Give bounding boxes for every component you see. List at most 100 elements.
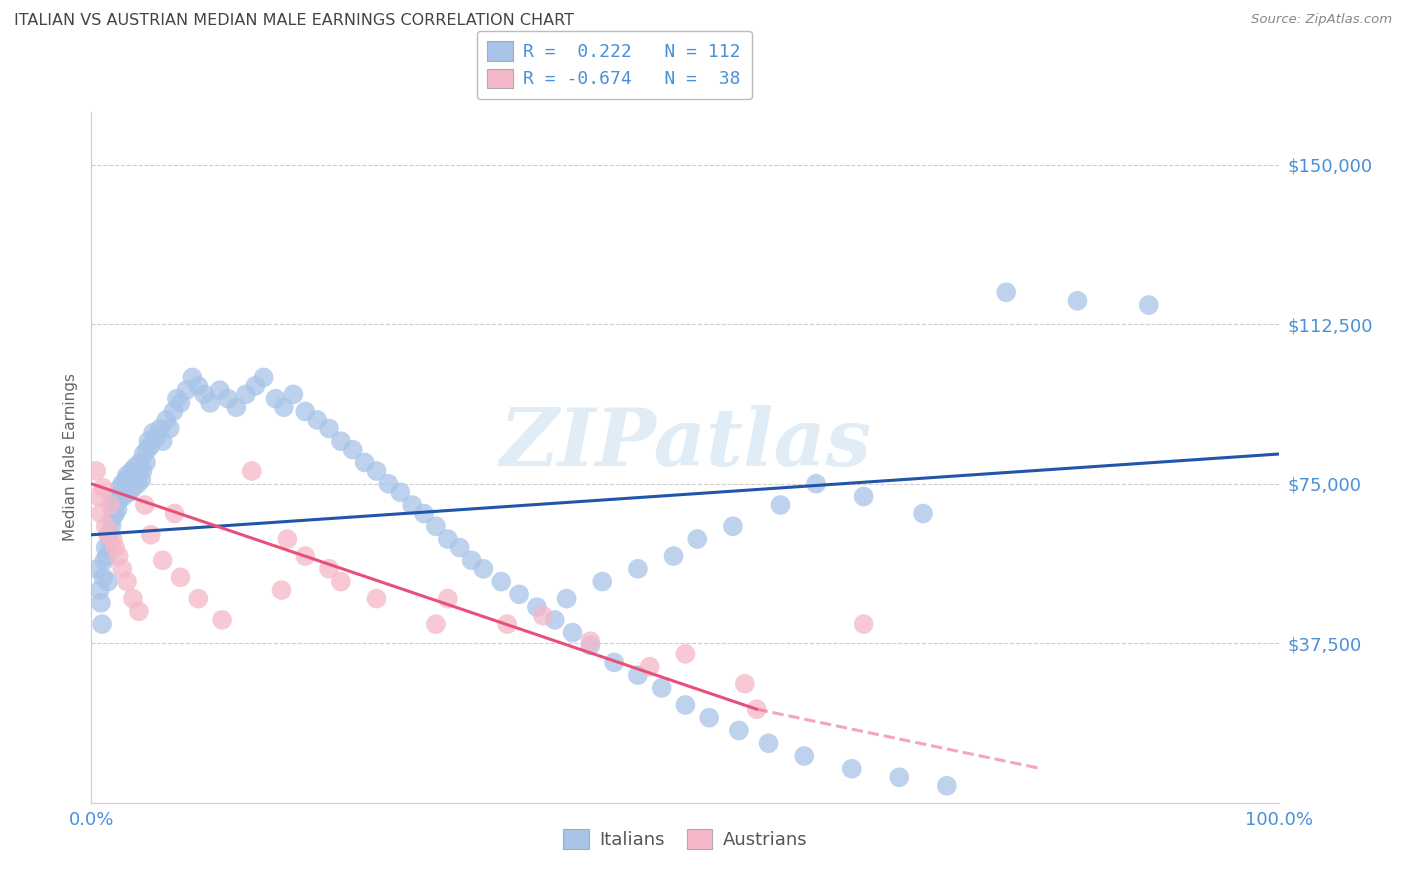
- Point: [101, 510, 124, 524]
- Point: [318, 421, 340, 435]
- Point: [87, 490, 110, 504]
- Point: [245, 379, 267, 393]
- Point: [118, 485, 141, 500]
- Point: [101, 532, 124, 546]
- Point: [117, 476, 139, 491]
- Point: [166, 392, 188, 406]
- Point: [436, 532, 458, 546]
- Point: [276, 532, 298, 546]
- Point: [721, 519, 744, 533]
- Point: [627, 562, 650, 576]
- Point: [139, 528, 162, 542]
- Point: [852, 490, 875, 504]
- Point: [401, 498, 423, 512]
- Point: [353, 455, 375, 469]
- Point: [142, 425, 165, 440]
- Point: [307, 413, 329, 427]
- Point: [100, 519, 122, 533]
- Point: [193, 387, 215, 401]
- Point: [697, 711, 720, 725]
- Point: [115, 468, 138, 483]
- Point: [436, 591, 458, 606]
- Point: [89, 583, 111, 598]
- Point: [122, 481, 145, 495]
- Point: [211, 613, 233, 627]
- Point: [145, 430, 167, 444]
- Point: [425, 519, 447, 533]
- Point: [86, 562, 108, 576]
- Point: [107, 502, 129, 516]
- Point: [98, 528, 121, 542]
- Point: [526, 600, 548, 615]
- Point: [155, 413, 177, 427]
- Point: [318, 562, 340, 576]
- Point: [93, 553, 115, 567]
- Point: [100, 498, 122, 512]
- Point: [115, 574, 138, 589]
- Point: [125, 468, 148, 483]
- Point: [728, 723, 751, 738]
- Point: [187, 591, 209, 606]
- Point: [135, 455, 157, 469]
- Point: [200, 396, 222, 410]
- Point: [366, 464, 388, 478]
- Point: [804, 476, 827, 491]
- Point: [217, 392, 239, 406]
- Point: [225, 400, 247, 414]
- Point: [449, 541, 471, 555]
- Point: [97, 574, 120, 589]
- Point: [103, 498, 125, 512]
- Point: [120, 473, 142, 487]
- Point: [240, 464, 263, 478]
- Point: [579, 639, 602, 653]
- Point: [162, 404, 184, 418]
- Point: [159, 421, 181, 435]
- Point: [100, 536, 122, 550]
- Text: ITALIAN VS AUSTRIAN MEDIAN MALE EARNINGS CORRELATION CHART: ITALIAN VS AUSTRIAN MEDIAN MALE EARNINGS…: [14, 13, 574, 29]
- Point: [472, 562, 495, 576]
- Point: [769, 498, 792, 512]
- Point: [181, 370, 204, 384]
- Point: [253, 370, 276, 384]
- Point: [673, 647, 696, 661]
- Point: [128, 604, 150, 618]
- Point: [603, 656, 626, 670]
- Point: [176, 383, 198, 397]
- Point: [508, 587, 530, 601]
- Point: [169, 570, 191, 584]
- Point: [745, 702, 768, 716]
- Point: [329, 574, 352, 589]
- Point: [163, 507, 186, 521]
- Point: [491, 574, 513, 589]
- Point: [544, 613, 567, 627]
- Point: [110, 485, 132, 500]
- Point: [129, 473, 152, 487]
- Point: [169, 396, 191, 410]
- Point: [134, 498, 156, 512]
- Point: [662, 549, 685, 563]
- Point: [104, 541, 127, 555]
- Point: [114, 481, 136, 495]
- Point: [235, 387, 257, 401]
- Point: [638, 659, 661, 673]
- Point: [627, 668, 650, 682]
- Point: [96, 549, 118, 563]
- Point: [90, 596, 112, 610]
- Point: [734, 676, 756, 690]
- Point: [841, 762, 863, 776]
- Point: [112, 490, 135, 504]
- Point: [342, 442, 364, 457]
- Point: [208, 383, 231, 397]
- Point: [122, 591, 145, 606]
- Point: [496, 617, 519, 632]
- Point: [366, 591, 388, 606]
- Point: [91, 617, 114, 632]
- Point: [911, 507, 934, 521]
- Point: [111, 562, 134, 576]
- Point: [686, 532, 709, 546]
- Point: [651, 681, 673, 695]
- Legend: Italians, Austrians: Italians, Austrians: [557, 822, 814, 856]
- Point: [128, 464, 150, 478]
- Text: ZIPatlas: ZIPatlas: [499, 405, 872, 482]
- Point: [107, 493, 129, 508]
